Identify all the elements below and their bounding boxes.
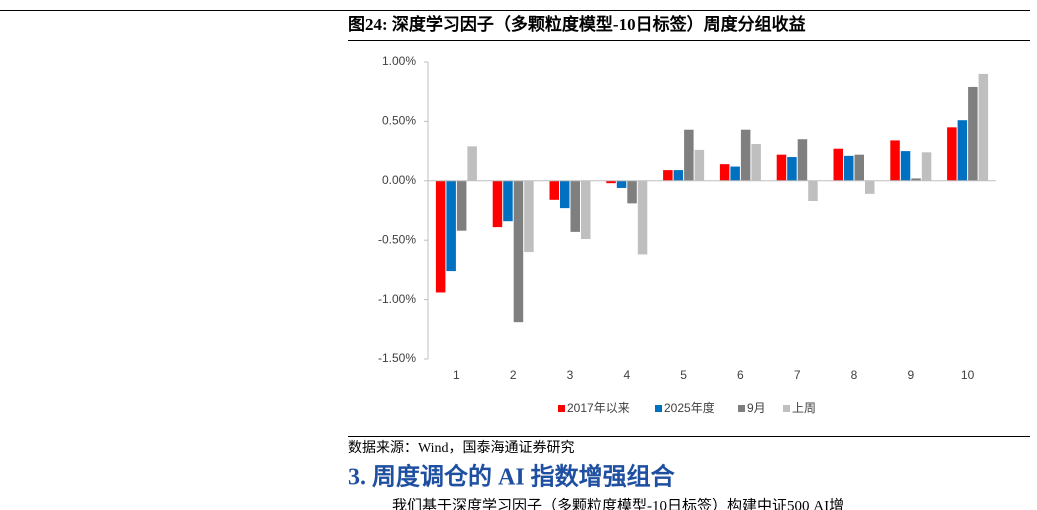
bar	[549, 180, 559, 200]
bar	[776, 154, 787, 181]
bar	[978, 73, 989, 181]
bar	[844, 155, 854, 181]
bar	[627, 180, 637, 204]
legend-label: 9月	[747, 401, 766, 415]
bar	[637, 180, 648, 255]
legend-swatch	[655, 405, 662, 412]
paragraph: 我们基于深度学习因子（多颗粒度模型-10日标签）构建中证500 AI增	[392, 497, 844, 510]
y-tick-label: -0.50%	[378, 232, 416, 246]
bar	[957, 120, 968, 181]
bar	[740, 129, 751, 181]
x-tick-label: 10	[961, 368, 975, 382]
bar	[503, 180, 513, 222]
legend-swatch	[558, 405, 565, 412]
bar	[694, 149, 705, 181]
bar	[435, 180, 446, 293]
bar	[570, 180, 580, 232]
bar	[456, 180, 467, 231]
bar	[968, 86, 978, 181]
source: 数据来源：Wind，国泰海通证券研究	[348, 440, 575, 456]
bar	[446, 180, 456, 272]
x-tick-label: 1	[453, 368, 460, 382]
bar	[890, 140, 900, 181]
bar	[560, 180, 570, 209]
x-tick-label: 9	[907, 368, 914, 382]
y-tick-label: -1.50%	[378, 351, 416, 365]
bar	[663, 170, 673, 181]
legend-label: 2025年度	[664, 400, 715, 415]
bar	[606, 180, 616, 184]
legend-label: 上周	[792, 401, 816, 415]
bar	[947, 127, 957, 181]
legend-swatch	[738, 405, 745, 412]
bar	[730, 166, 740, 181]
bar	[581, 180, 591, 240]
bar	[751, 143, 761, 181]
x-tick-label: 2	[510, 368, 517, 382]
bar	[673, 170, 684, 181]
bar	[921, 152, 932, 181]
x-tick-label: 6	[737, 368, 744, 382]
y-tick-label: 1.00%	[382, 54, 416, 68]
bar	[467, 146, 477, 181]
x-tick-label: 7	[794, 368, 801, 382]
x-tick-label: 3	[567, 368, 574, 382]
x-tick-label: 4	[623, 368, 630, 382]
legend-swatch	[783, 405, 790, 412]
x-tick-label: 8	[851, 368, 858, 382]
bar	[833, 148, 843, 181]
bar	[787, 157, 797, 181]
legend-label: 2017年以来	[567, 401, 630, 415]
bar	[808, 180, 818, 201]
bar	[854, 154, 864, 181]
bar	[513, 180, 524, 323]
bar	[911, 178, 921, 181]
y-tick-label: 0.00%	[382, 173, 416, 187]
bar	[865, 180, 875, 194]
section-heading: 3. 周度调仓的 AI 指数增强组合	[348, 463, 676, 491]
bar	[492, 180, 503, 228]
bar	[900, 151, 911, 181]
y-tick-label: -1.00%	[378, 292, 416, 306]
bar	[684, 129, 694, 181]
x-tick-label: 5	[680, 368, 687, 382]
bar	[719, 164, 730, 181]
y-tick-label: 0.50%	[382, 114, 416, 128]
chart-title: 图24: 深度学习因子（多颗粒度模型-10日标签）周度分组收益	[348, 14, 806, 34]
bar	[616, 180, 627, 188]
bar	[524, 180, 534, 253]
bar	[797, 139, 808, 181]
